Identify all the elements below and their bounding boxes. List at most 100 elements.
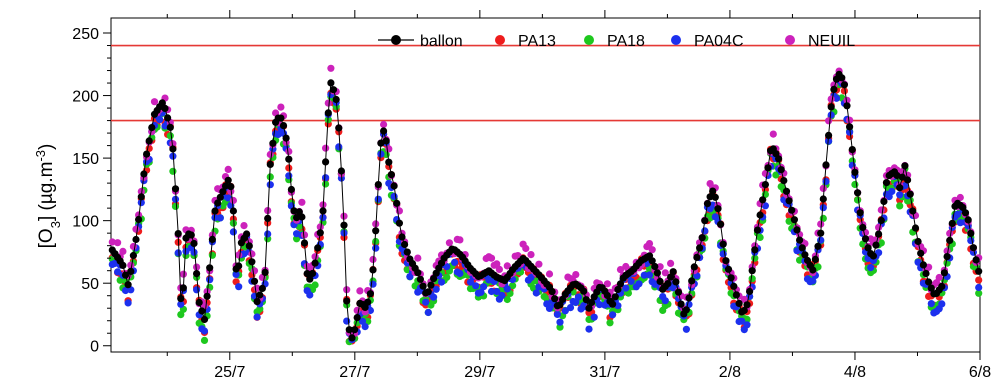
data-point (277, 103, 285, 111)
data-point (969, 244, 978, 252)
data-point (372, 237, 380, 246)
series-ballon (108, 70, 983, 342)
data-point (719, 250, 727, 258)
data-point (896, 202, 904, 210)
data-point (216, 214, 224, 222)
data-point (369, 280, 377, 288)
data-point (177, 300, 185, 308)
data-point (669, 268, 677, 276)
data-point (572, 271, 580, 279)
data-point (975, 283, 983, 292)
data-point (316, 229, 324, 237)
data-point (493, 287, 501, 296)
data-point (788, 206, 796, 214)
data-point (946, 229, 954, 237)
data-point (119, 247, 127, 255)
data-point (817, 220, 825, 228)
data-point (424, 288, 432, 296)
data-point (164, 114, 172, 122)
data-point (114, 268, 122, 276)
data-point (253, 313, 261, 321)
data-point (819, 195, 827, 203)
data-point (203, 292, 211, 300)
data-point (369, 266, 377, 274)
data-point (938, 300, 946, 308)
data-point (693, 253, 701, 261)
data-point (456, 269, 464, 278)
data-point (256, 305, 264, 313)
data-point (224, 165, 232, 173)
data-point (825, 131, 833, 139)
data-point (221, 182, 230, 190)
data-point (121, 286, 130, 295)
data-point (114, 239, 122, 247)
data-point (909, 207, 917, 215)
data-point (703, 200, 712, 208)
data-point (353, 314, 361, 322)
data-point (390, 182, 398, 190)
data-point (508, 282, 517, 290)
data-point (851, 168, 859, 176)
data-point (245, 242, 253, 250)
data-point (854, 189, 862, 197)
data-point (814, 242, 822, 250)
data-point (493, 260, 501, 268)
data-point (266, 181, 274, 189)
data-point (129, 242, 137, 251)
data-point (277, 114, 285, 122)
data-point (917, 249, 925, 257)
data-point (190, 239, 198, 248)
data-point (487, 254, 496, 262)
legend-label-neuil: NEUIL (808, 33, 855, 50)
data-point (867, 264, 875, 272)
data-point (819, 204, 827, 212)
data-point (382, 137, 390, 145)
data-point (822, 161, 830, 169)
data-point (174, 249, 182, 257)
data-point (443, 263, 451, 271)
data-point (322, 158, 330, 166)
data-point (904, 176, 912, 184)
data-point (714, 205, 722, 213)
data-point (938, 282, 946, 290)
data-point (906, 190, 914, 198)
data-point (287, 185, 295, 194)
data-point (896, 184, 904, 192)
data-point (285, 147, 293, 156)
data-point (809, 266, 817, 274)
data-point (127, 261, 135, 269)
data-point (880, 197, 888, 206)
data-point (738, 317, 746, 325)
data-point (616, 266, 625, 274)
data-point (846, 128, 854, 136)
data-point (308, 269, 317, 278)
data-point (424, 308, 432, 317)
data-point (556, 323, 564, 331)
data-point (393, 199, 401, 207)
data-point (466, 278, 475, 286)
plot-frame (110, 17, 981, 353)
data-point (282, 134, 290, 142)
data-point (775, 155, 783, 163)
data-point (266, 160, 274, 168)
data-point (143, 150, 151, 158)
data-point (364, 298, 372, 306)
data-point (753, 226, 762, 234)
data-point (430, 293, 438, 301)
data-point (216, 193, 224, 201)
data-point (875, 249, 883, 257)
data-point (129, 251, 137, 260)
y-axis-title: [O3] (µg.m-3) (33, 144, 63, 249)
data-point (772, 171, 780, 179)
data-point (793, 226, 801, 234)
data-point (390, 192, 398, 200)
data-point (285, 164, 293, 172)
y-tick-label: 50 (81, 276, 99, 293)
data-point (532, 277, 540, 285)
data-point (124, 281, 132, 289)
data-point (688, 277, 696, 285)
data-point (432, 285, 440, 293)
data-point (566, 304, 575, 312)
data-point (814, 263, 822, 271)
data-point (327, 79, 335, 87)
